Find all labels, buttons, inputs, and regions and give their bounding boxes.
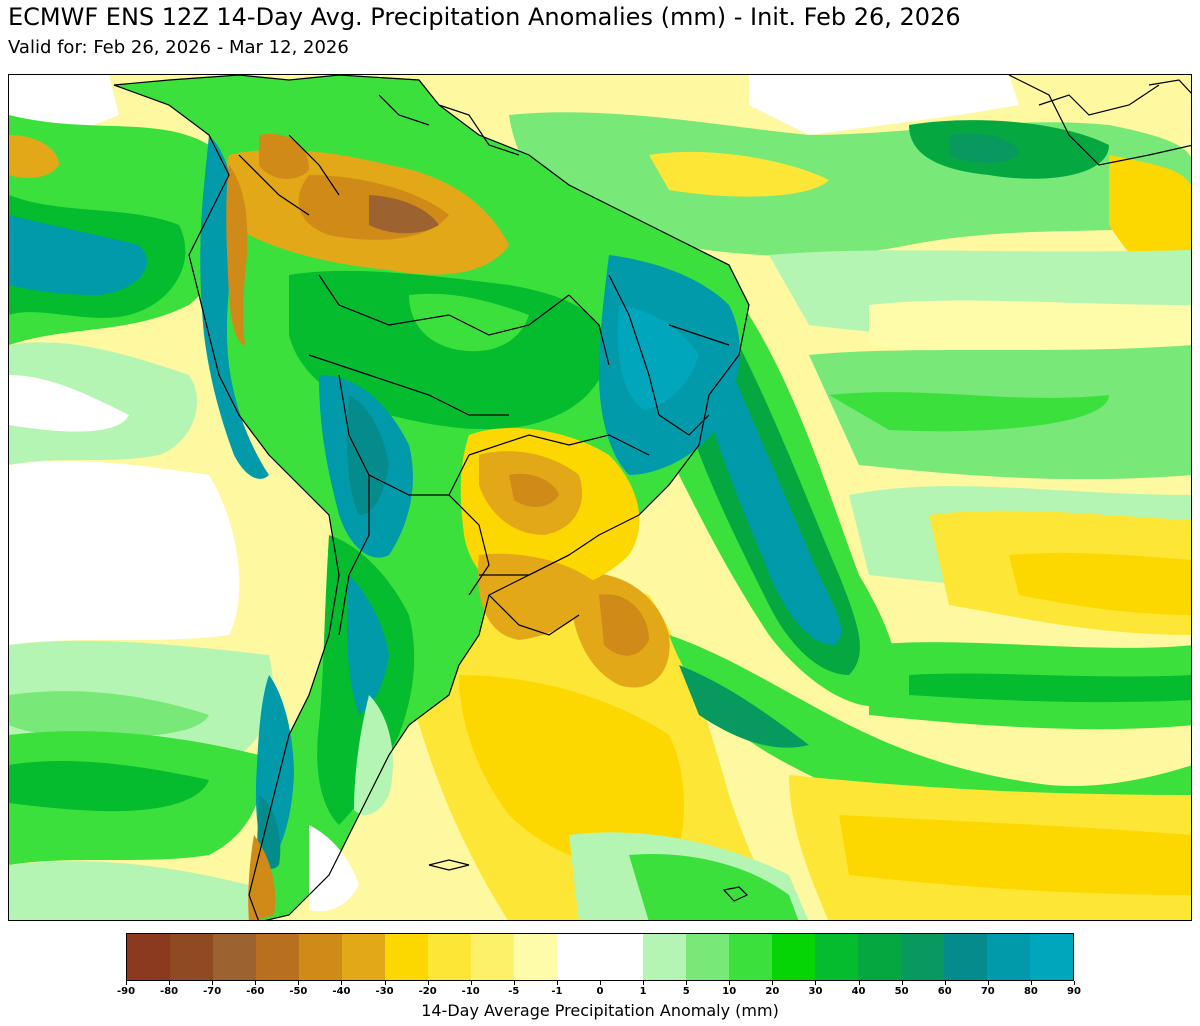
colorbar-tick-mark bbox=[858, 981, 860, 985]
colorbar-segment bbox=[514, 934, 557, 980]
colorbar-tick-label: -90 bbox=[116, 986, 136, 997]
colorbar-tick-label: -40 bbox=[332, 986, 351, 997]
colorbar-segment bbox=[1030, 934, 1073, 980]
colorbar-segment bbox=[557, 934, 600, 980]
colorbar-segment bbox=[772, 934, 815, 980]
colorbar-segment bbox=[987, 934, 1030, 980]
colorbar-tick-label: -50 bbox=[289, 986, 308, 997]
colorbar-tick-label: 0 bbox=[596, 986, 604, 997]
colorbar-segment bbox=[858, 934, 901, 980]
colorbar-segment bbox=[686, 934, 729, 980]
colorbar-tick-mark bbox=[600, 981, 601, 985]
colorbar-segment bbox=[729, 934, 772, 980]
colorbar-tick-label: -80 bbox=[160, 986, 179, 997]
colorbar-tick-label: 40 bbox=[851, 986, 866, 997]
colorbar-tick-mark bbox=[944, 981, 946, 985]
precipitation-anomaly-map bbox=[8, 74, 1192, 921]
colorbar-tick-label: -60 bbox=[246, 986, 265, 997]
colorbar-segment bbox=[815, 934, 858, 980]
colorbar-tick-mark bbox=[470, 981, 472, 985]
colorbar-tick-label: 1 bbox=[639, 986, 647, 997]
colorbar-tick-mark bbox=[815, 981, 817, 985]
colorbar-segment bbox=[170, 934, 213, 980]
colorbar-segment bbox=[385, 934, 428, 980]
colorbar-tick-mark bbox=[686, 981, 688, 985]
colorbar-segment bbox=[213, 934, 256, 980]
colorbar-tick-label: 70 bbox=[980, 986, 995, 997]
colorbar bbox=[126, 933, 1074, 981]
colorbar-segment bbox=[901, 934, 944, 980]
colorbar-segment bbox=[471, 934, 514, 980]
colorbar-tick-label: -5 bbox=[508, 986, 520, 997]
colorbar-tick-label: -1 bbox=[551, 986, 563, 997]
map-title: ECMWF ENS 12Z 14-Day Avg. Precipitation … bbox=[8, 3, 961, 31]
colorbar-tick-mark bbox=[987, 981, 989, 985]
colorbar-tick-mark bbox=[255, 981, 257, 985]
colorbar-tick-label: 20 bbox=[765, 986, 780, 997]
colorbar-tick-label: 50 bbox=[894, 986, 909, 997]
colorbar-tick-label: 90 bbox=[1067, 986, 1081, 997]
colorbar-segment bbox=[643, 934, 686, 980]
colorbar-tick-mark bbox=[384, 981, 386, 985]
colorbar-tick-mark bbox=[556, 981, 558, 985]
colorbar-tick-mark bbox=[729, 981, 731, 985]
colorbar-tick-mark bbox=[427, 981, 429, 985]
colorbar-tick-mark bbox=[643, 981, 645, 985]
colorbar-tick-label: 30 bbox=[808, 986, 823, 997]
map-subtitle: Valid for: Feb 26, 2026 - Mar 12, 2026 bbox=[8, 37, 349, 58]
colorbar-tick-mark bbox=[298, 981, 300, 985]
colorbar-tick-label: 60 bbox=[937, 986, 952, 997]
colorbar-tick-label: -20 bbox=[418, 986, 437, 997]
colorbar-tick-mark bbox=[1074, 981, 1075, 985]
colorbar-tick-mark bbox=[212, 981, 214, 985]
colorbar-segment bbox=[428, 934, 471, 980]
colorbar-tick-label: -70 bbox=[203, 986, 222, 997]
colorbar-tick-label: -10 bbox=[461, 986, 480, 997]
colorbar-tick-label: -30 bbox=[375, 986, 394, 997]
colorbar-tick-label: 80 bbox=[1023, 986, 1038, 997]
colorbar-label: 14-Day Average Precipitation Anomaly (mm… bbox=[421, 1001, 779, 1020]
colorbar-tick-mark bbox=[901, 981, 903, 985]
colorbar-tick-mark bbox=[1030, 981, 1032, 985]
colorbar-segment bbox=[299, 934, 342, 980]
colorbar-segment bbox=[256, 934, 299, 980]
colorbar-tick-mark bbox=[513, 981, 515, 985]
colorbar-segment bbox=[600, 934, 643, 980]
colorbar-segment bbox=[342, 934, 385, 980]
colorbar-tick-mark bbox=[772, 981, 774, 985]
colorbar-tick-label: 10 bbox=[722, 986, 737, 997]
colorbar-segment bbox=[127, 934, 170, 980]
colorbar-ticks: -90 -80 -70 -60 -50 -40 -30 -20 -10 -5 -1 0 1 5 10 20 30… bbox=[117, 986, 1081, 1002]
colorbar-segment bbox=[944, 934, 987, 980]
colorbar-tick-mark bbox=[341, 981, 343, 985]
colorbar-tick-mark bbox=[126, 981, 127, 985]
colorbar-tick-label: 5 bbox=[682, 986, 690, 997]
colorbar-tick-mark bbox=[169, 981, 171, 985]
